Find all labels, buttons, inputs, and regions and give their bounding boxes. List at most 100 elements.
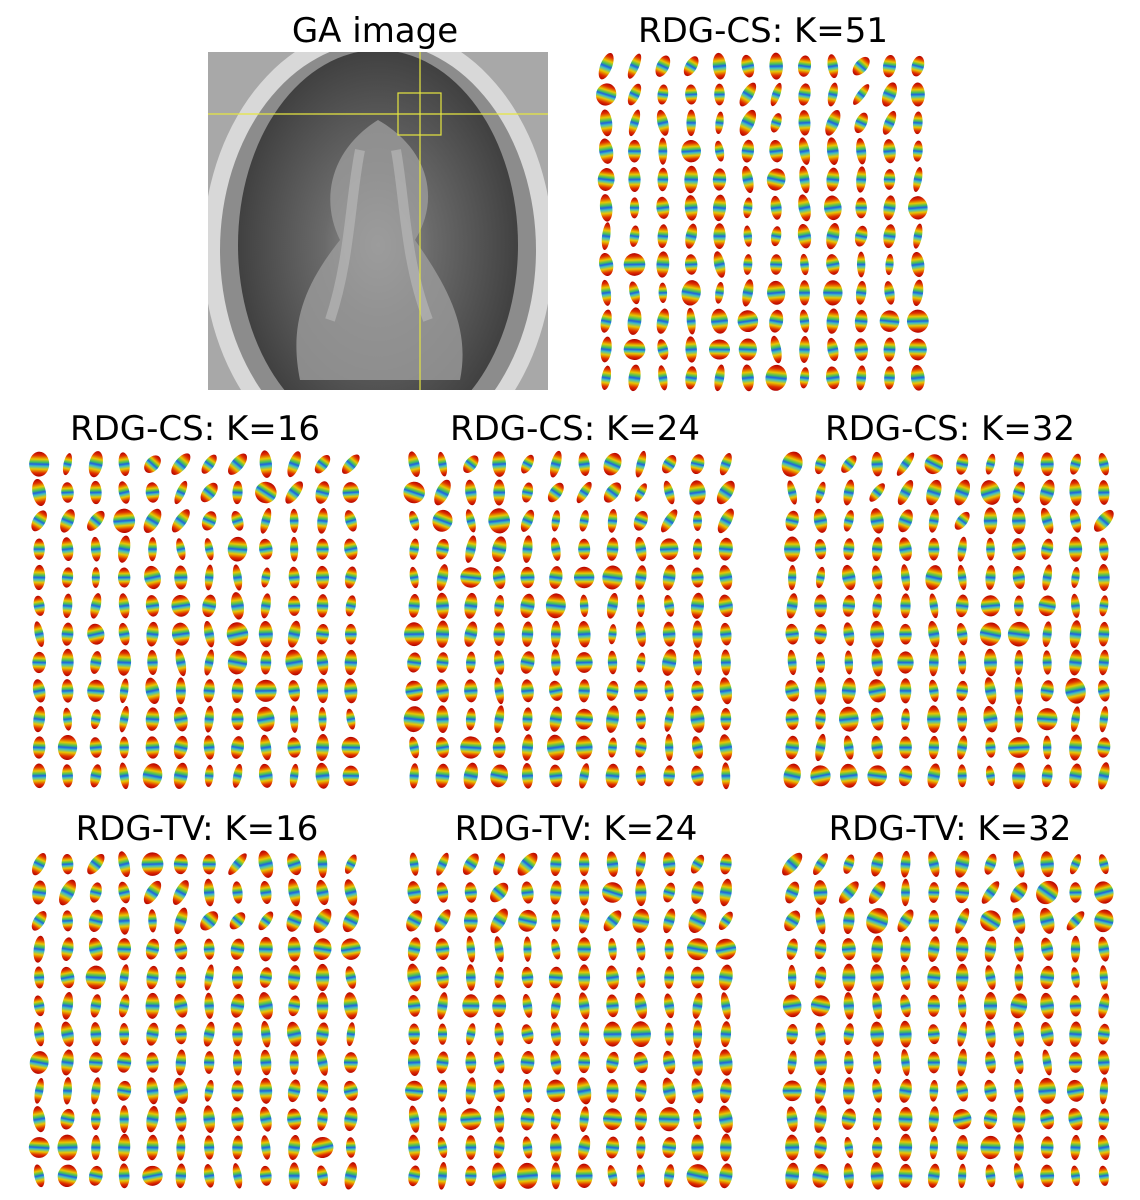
odf-glyph bbox=[843, 735, 854, 760]
odf-glyph bbox=[781, 451, 803, 477]
odf-glyph bbox=[460, 736, 482, 759]
odf-glyph bbox=[259, 1106, 272, 1132]
odf-glyph bbox=[493, 1079, 505, 1103]
odf-glyph bbox=[343, 1080, 358, 1101]
odf-glyph bbox=[173, 854, 188, 875]
odf-glyph bbox=[871, 648, 883, 677]
odf-glyph bbox=[520, 593, 535, 618]
odf-glyph bbox=[925, 565, 943, 590]
odf-glyph bbox=[465, 1135, 477, 1160]
odf-glyph bbox=[89, 1052, 103, 1073]
odf-glyph bbox=[1071, 967, 1080, 988]
odf-glyph bbox=[1040, 452, 1054, 477]
odf-glyph bbox=[204, 764, 214, 787]
odf-glyph bbox=[494, 1105, 505, 1133]
odf-glyph bbox=[866, 908, 889, 934]
odf-glyph bbox=[1098, 1165, 1109, 1186]
odf-glyph bbox=[1069, 1021, 1082, 1047]
odf-glyph bbox=[737, 310, 759, 333]
odf-glyph bbox=[438, 1107, 447, 1132]
odf-glyph bbox=[1069, 854, 1082, 875]
odf-glyph bbox=[407, 881, 421, 904]
odf-glyph bbox=[345, 1137, 356, 1158]
odf-glyph bbox=[814, 624, 827, 645]
odf-glyph bbox=[62, 593, 73, 619]
odf-glyph bbox=[1014, 705, 1024, 733]
odf-glyph bbox=[883, 195, 896, 221]
odf-glyph bbox=[814, 1077, 827, 1104]
odf-glyph bbox=[769, 52, 783, 80]
odf-glyph bbox=[606, 851, 619, 877]
odf-glyph bbox=[520, 1050, 535, 1075]
odf-glyph bbox=[782, 1080, 802, 1102]
odf-glyph bbox=[231, 966, 244, 989]
odf-glyph bbox=[843, 538, 855, 561]
odf-glyph bbox=[741, 54, 755, 78]
odf-glyph bbox=[684, 195, 698, 221]
odf-glyph bbox=[230, 938, 245, 960]
odf-glyph bbox=[983, 507, 998, 535]
odf-glyph bbox=[203, 1164, 215, 1188]
odf-glyph bbox=[855, 197, 867, 219]
odf-glyph bbox=[434, 909, 451, 933]
odf-glyph bbox=[901, 708, 910, 730]
odf-glyph bbox=[342, 909, 359, 933]
odf-glyph bbox=[261, 567, 271, 588]
odf-glyph bbox=[719, 453, 732, 476]
odf-glyph bbox=[1040, 992, 1055, 1019]
odf-glyph bbox=[607, 650, 618, 675]
odf-glyph bbox=[550, 1108, 561, 1130]
odf-glyph bbox=[204, 538, 214, 561]
odf-glyph bbox=[1014, 595, 1024, 617]
odf-glyph bbox=[844, 1137, 854, 1158]
odf-glyph bbox=[686, 109, 696, 137]
odf-glyph bbox=[718, 1105, 733, 1133]
odf-glyph bbox=[315, 762, 330, 789]
odf-glyph bbox=[33, 1164, 45, 1188]
odf-glyph bbox=[146, 621, 159, 647]
odf-glyph bbox=[260, 593, 271, 619]
odf-glyph bbox=[173, 735, 188, 760]
odf-glyph bbox=[741, 139, 755, 163]
odf-glyph bbox=[173, 1077, 189, 1104]
odf-glyph bbox=[145, 677, 160, 704]
ga-image bbox=[208, 52, 548, 390]
odf-glyph bbox=[742, 279, 754, 307]
odf-glyph bbox=[33, 538, 45, 560]
odf-glyph bbox=[1098, 1050, 1110, 1075]
odf-glyph bbox=[90, 593, 102, 619]
odf-glyph bbox=[227, 453, 248, 475]
odf-glyph bbox=[661, 649, 677, 676]
odf-glyph bbox=[579, 1022, 590, 1047]
odf-glyph bbox=[546, 734, 565, 761]
odf-glyph bbox=[606, 680, 619, 701]
odf-glyph bbox=[692, 1020, 703, 1049]
odf-glyph bbox=[662, 621, 676, 647]
odf-glyph bbox=[983, 706, 998, 733]
odf-glyph bbox=[342, 482, 360, 503]
odf-glyph bbox=[900, 936, 911, 963]
odf-glyph bbox=[957, 706, 968, 732]
odf-glyph bbox=[118, 452, 130, 477]
odf-glyph bbox=[603, 910, 622, 932]
odf-glyph bbox=[315, 481, 330, 504]
odf-glyph bbox=[871, 451, 883, 477]
odf-glyph bbox=[692, 620, 703, 648]
odf-glyph bbox=[1097, 1023, 1110, 1045]
odf-glyph bbox=[814, 966, 827, 989]
odf-glyph bbox=[739, 109, 757, 136]
odf-glyph bbox=[551, 938, 561, 960]
odf-glyph bbox=[550, 537, 561, 561]
odf-glyph bbox=[1038, 1077, 1056, 1104]
odf-glyph bbox=[738, 338, 757, 361]
odf-glyph bbox=[955, 908, 970, 934]
odf-glyph bbox=[91, 1077, 101, 1105]
odf-glyph bbox=[232, 1135, 243, 1160]
odf-glyph bbox=[492, 994, 507, 1018]
odf-glyph bbox=[492, 451, 507, 477]
odf-glyph bbox=[634, 992, 648, 1019]
odf-glyph bbox=[872, 1136, 883, 1159]
odf-glyph bbox=[598, 52, 614, 80]
odf-glyph bbox=[174, 565, 188, 590]
odf-glyph bbox=[662, 564, 676, 591]
